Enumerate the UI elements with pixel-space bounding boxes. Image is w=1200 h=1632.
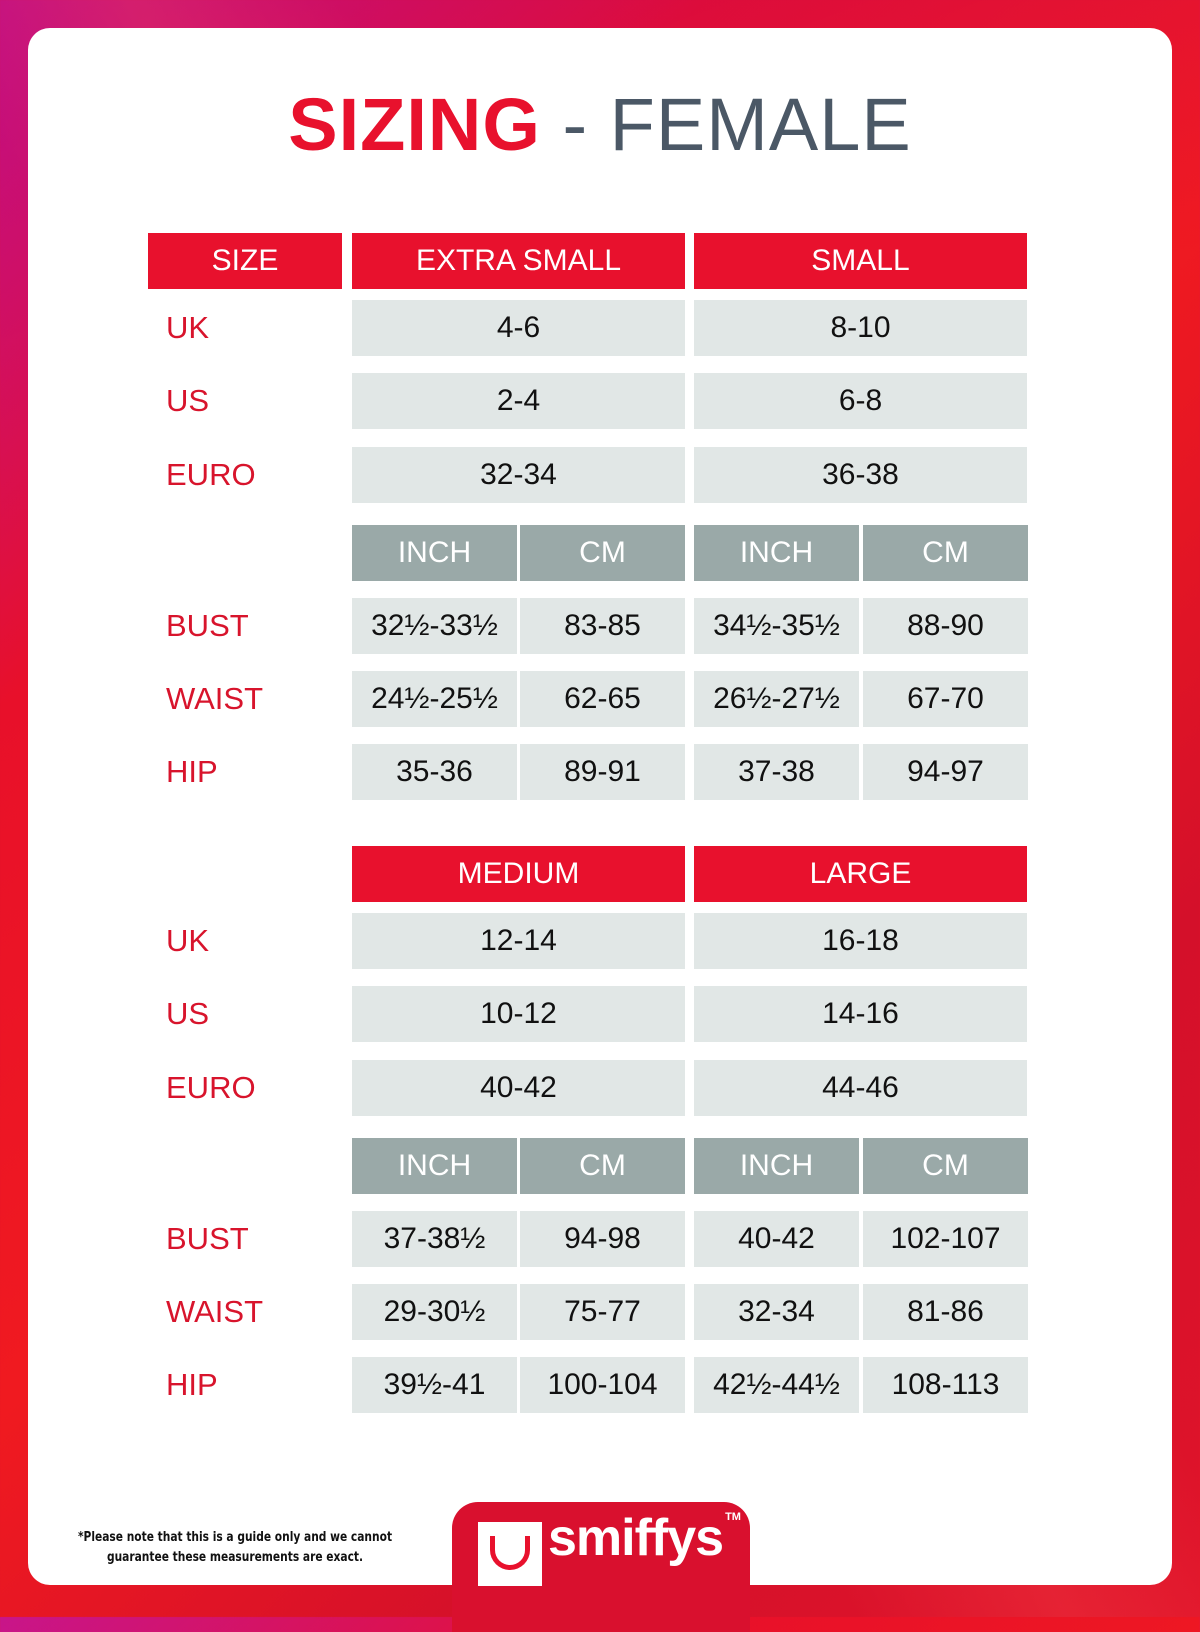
size-value-uk: 8-10 <box>694 300 1027 356</box>
row-label-hip: HIP <box>166 754 218 789</box>
measurement-bust: 32½-33½ <box>352 598 517 654</box>
measurement-hip: 100-104 <box>520 1357 685 1413</box>
size-value-euro: 32-34 <box>352 447 685 503</box>
measurement-hip: 94-97 <box>863 744 1028 800</box>
size-header: SIZE <box>148 233 342 289</box>
size-value-us: 6-8 <box>694 373 1027 429</box>
title-highlight: SIZING <box>288 83 541 166</box>
size-value-us: 2-4 <box>352 373 685 429</box>
footnote: *Please note that this is a guide only a… <box>77 1530 393 1565</box>
measurement-waist: 26½-27½ <box>694 671 859 727</box>
measurement-waist: 75-77 <box>520 1284 685 1340</box>
size-column-header: LARGE <box>694 846 1027 902</box>
logo-text: smiffys <box>548 1509 724 1567</box>
size-value-euro: 36-38 <box>694 447 1027 503</box>
row-label-hip: HIP <box>166 1367 218 1402</box>
measurement-hip: 89-91 <box>520 744 685 800</box>
smiffys-logo-icon <box>478 1522 542 1586</box>
unit-header: INCH <box>694 1138 859 1194</box>
row-label-us: US <box>166 383 210 418</box>
measurement-bust: 94-98 <box>520 1211 685 1267</box>
measurement-waist: 32-34 <box>694 1284 859 1340</box>
size-value-us: 14-16 <box>694 986 1027 1042</box>
size-value-uk: 4-6 <box>352 300 685 356</box>
measurement-waist: 24½-25½ <box>352 671 517 727</box>
size-column-header: SMALL <box>694 233 1027 289</box>
size-value-uk: 12-14 <box>352 913 685 969</box>
measurement-bust: 37-38½ <box>352 1211 517 1267</box>
smile-icon <box>490 1536 530 1570</box>
row-label-waist: WAIST <box>166 681 264 716</box>
unit-header: CM <box>520 1138 685 1194</box>
size-column-header: MEDIUM <box>352 846 685 902</box>
measurement-bust: 34½-35½ <box>694 598 859 654</box>
measurement-waist: 67-70 <box>863 671 1028 727</box>
measurement-hip: 39½-41 <box>352 1357 517 1413</box>
measurement-waist: 29-30½ <box>352 1284 517 1340</box>
size-value-uk: 16-18 <box>694 913 1027 969</box>
logo-wordmark: smiffys TM <box>548 1509 741 1567</box>
measurement-bust: 88-90 <box>863 598 1028 654</box>
row-label-uk: UK <box>166 310 210 345</box>
row-label-bust: BUST <box>166 1221 249 1256</box>
unit-header: CM <box>863 525 1028 581</box>
row-label-us: US <box>166 996 210 1031</box>
row-label-euro: EURO <box>166 1070 256 1105</box>
size-value-us: 10-12 <box>352 986 685 1042</box>
unit-header: INCH <box>694 525 859 581</box>
unit-header: CM <box>863 1138 1028 1194</box>
measurement-hip: 35-36 <box>352 744 517 800</box>
measurement-hip: 108-113 <box>863 1357 1028 1413</box>
unit-header: CM <box>520 525 685 581</box>
row-label-uk: UK <box>166 923 210 958</box>
measurement-waist: 62-65 <box>520 671 685 727</box>
logo-trademark: TM <box>725 1511 741 1523</box>
row-label-euro: EURO <box>166 457 256 492</box>
unit-header: INCH <box>352 525 517 581</box>
unit-header: INCH <box>352 1138 517 1194</box>
title-rest: - FEMALE <box>540 83 912 166</box>
size-value-euro: 40-42 <box>352 1060 685 1116</box>
size-value-euro: 44-46 <box>694 1060 1027 1116</box>
row-label-bust: BUST <box>166 608 249 643</box>
row-label-waist: WAIST <box>166 1294 264 1329</box>
measurement-hip: 42½-44½ <box>694 1357 859 1413</box>
measurement-waist: 81-86 <box>863 1284 1028 1340</box>
measurement-hip: 37-38 <box>694 744 859 800</box>
measurement-bust: 83-85 <box>520 598 685 654</box>
measurement-bust: 102-107 <box>863 1211 1028 1267</box>
measurement-bust: 40-42 <box>694 1211 859 1267</box>
page-title: SIZING - FEMALE <box>0 88 1200 162</box>
size-column-header: EXTRA SMALL <box>352 233 685 289</box>
